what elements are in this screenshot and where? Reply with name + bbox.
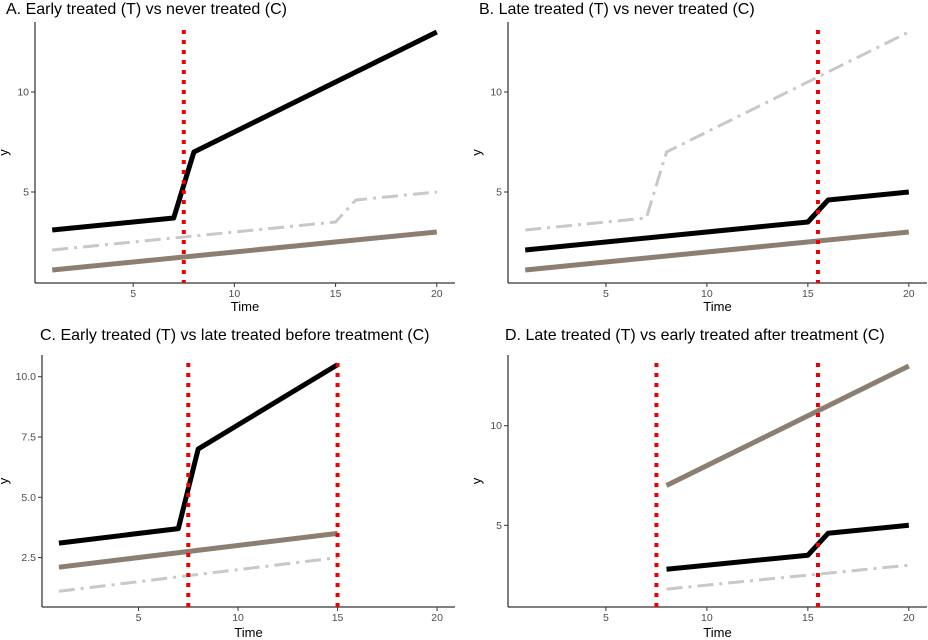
x-tick-label: 20 bbox=[903, 288, 915, 300]
x-axis-title: Time bbox=[234, 625, 262, 640]
x-tick-label: 15 bbox=[330, 288, 342, 300]
control-series-line bbox=[665, 363, 910, 488]
counterfactual-series-line bbox=[52, 190, 437, 252]
treated-series-line bbox=[58, 362, 339, 546]
panel-b: B. Late treated (T) vs never treated (C)… bbox=[469, 1, 927, 314]
x-tick-label: 5 bbox=[130, 288, 136, 300]
treated-series-line bbox=[524, 189, 910, 253]
y-tick-label: 5 bbox=[496, 187, 502, 199]
x-tick-label: 5 bbox=[136, 612, 142, 624]
y-tick-label: 2.5 bbox=[21, 552, 36, 564]
y-tick-label: 10.0 bbox=[16, 371, 37, 383]
x-tick-label: 5 bbox=[603, 288, 609, 300]
y-tick-label: 7.5 bbox=[21, 431, 36, 443]
x-tick-label: 10 bbox=[701, 612, 713, 624]
treated-series-line bbox=[666, 522, 910, 572]
panel-title: A. Early treated (T) vs never treated (C… bbox=[6, 1, 287, 18]
counterfactual-series-line bbox=[58, 556, 338, 593]
y-tick-label: 10 bbox=[17, 87, 29, 99]
counterfactual-series-line bbox=[666, 563, 909, 591]
x-axis-title: Time bbox=[703, 625, 731, 640]
panel-d: D. Late treated (T) vs early treated aft… bbox=[469, 327, 927, 640]
y-tick-label: 10 bbox=[490, 87, 502, 99]
x-tick-label: 10 bbox=[701, 288, 713, 300]
x-tick-label: 20 bbox=[431, 288, 443, 300]
control-series-line bbox=[51, 229, 438, 273]
y-tick-label: 5 bbox=[23, 187, 29, 199]
x-tick-label: 10 bbox=[232, 612, 244, 624]
x-tick-label: 15 bbox=[802, 288, 814, 300]
x-tick-label: 20 bbox=[903, 612, 915, 624]
x-tick-label: 15 bbox=[802, 612, 814, 624]
counterfactual-series-line bbox=[525, 30, 910, 232]
y-axis-title: y bbox=[469, 149, 484, 156]
x-axis-title: Time bbox=[703, 299, 731, 314]
x-axis-title: Time bbox=[231, 299, 259, 314]
control-series-line bbox=[524, 229, 910, 273]
x-tick-label: 15 bbox=[332, 612, 344, 624]
panel-title: C. Early treated (T) vs late treated bef… bbox=[40, 327, 429, 344]
y-axis-title: y bbox=[469, 477, 484, 484]
y-tick-label: 5 bbox=[496, 520, 502, 532]
y-axis-title: y bbox=[0, 477, 11, 484]
panel-title: D. Late treated (T) vs early treated aft… bbox=[505, 327, 885, 344]
x-tick-label: 5 bbox=[603, 612, 609, 624]
y-tick-label: 10 bbox=[490, 420, 502, 432]
y-tick-label: 5.0 bbox=[21, 492, 36, 504]
panel-c: C. Early treated (T) vs late treated bef… bbox=[0, 327, 455, 640]
x-tick-label: 10 bbox=[229, 288, 241, 300]
control-series-line bbox=[58, 530, 338, 570]
y-axis-title: y bbox=[0, 149, 11, 156]
x-tick-label: 20 bbox=[431, 612, 443, 624]
panel-a: A. Early treated (T) vs never treated (C… bbox=[0, 1, 455, 314]
panel-title: B. Late treated (T) vs never treated (C) bbox=[479, 1, 755, 18]
treated-series-line bbox=[51, 29, 438, 233]
